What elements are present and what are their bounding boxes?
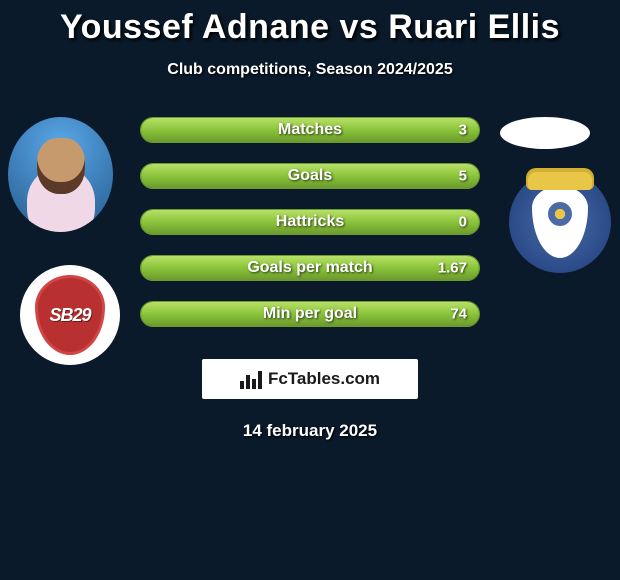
- player-left-club-badge: SB29: [20, 265, 120, 365]
- stat-label: Matches: [278, 121, 342, 139]
- stat-value: 1.67: [438, 260, 467, 277]
- club-left-shield-icon: SB29: [35, 275, 105, 355]
- stat-label: Goals per match: [247, 259, 372, 277]
- stat-label: Min per goal: [263, 305, 357, 323]
- club-right-crest-icon: [532, 186, 588, 258]
- player-right-club-badge: [509, 171, 611, 273]
- bar-chart-icon: [240, 369, 262, 389]
- brand-text: FcTables.com: [268, 369, 380, 389]
- comparison-title: Youssef Adnane vs Ruari Ellis: [0, 0, 620, 47]
- stat-value: 5: [459, 168, 467, 185]
- stat-label: Goals: [288, 167, 332, 185]
- stat-bar: Matches 3: [140, 117, 480, 143]
- club-left-badge-text: SB29: [49, 305, 90, 326]
- brand-badge[interactable]: FcTables.com: [202, 359, 418, 399]
- stat-value: 74: [450, 306, 467, 323]
- stat-bar: Goals per match 1.67: [140, 255, 480, 281]
- comparison-body: SB29 Matches 3 Goals 5 Hattricks 0 Goals…: [0, 117, 620, 347]
- stat-value: 0: [459, 214, 467, 231]
- stat-bar: Goals 5: [140, 163, 480, 189]
- player-right-avatar: [500, 117, 590, 149]
- player-left-avatar: [8, 117, 113, 232]
- stat-label: Hattricks: [276, 213, 344, 231]
- comparison-subtitle: Club competitions, Season 2024/2025: [0, 61, 620, 79]
- stat-bar: Min per goal 74: [140, 301, 480, 327]
- snapshot-date: 14 february 2025: [0, 421, 620, 441]
- stat-bar: Hattricks 0: [140, 209, 480, 235]
- stat-bars: Matches 3 Goals 5 Hattricks 0 Goals per …: [140, 117, 480, 327]
- stat-value: 3: [459, 122, 467, 139]
